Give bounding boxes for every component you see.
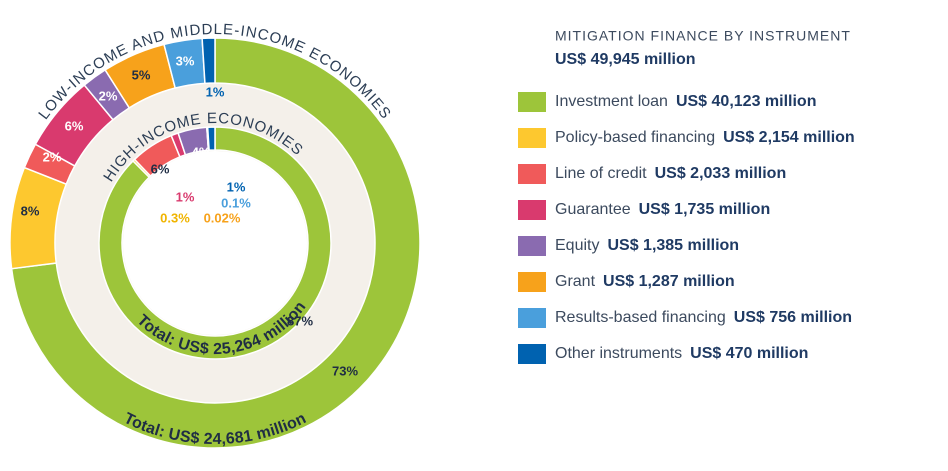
legend-name: Investment loan: [555, 93, 668, 110]
legend-entry: Grant US$ 1,287 million: [555, 273, 735, 290]
legend-value: US$ 1,735 million: [639, 201, 771, 218]
segment-label: 0.02%: [204, 210, 241, 225]
donut-segment: [98, 126, 332, 360]
legend-entry: Equity US$ 1,385 million: [555, 237, 739, 254]
segment-label: 0.3%: [160, 210, 190, 225]
legend-name: Results-based financing: [555, 309, 726, 326]
segment-label: 1%: [176, 189, 195, 204]
legend-entry: Guarantee US$ 1,735 million: [555, 201, 770, 218]
legend-swatch: [518, 164, 546, 184]
segment-label: 8%: [21, 203, 40, 218]
legend-swatch: [518, 236, 546, 256]
legend-value: US$ 40,123 million: [676, 93, 817, 110]
legend-swatch: [518, 344, 546, 364]
legend-value: US$ 1,287 million: [603, 273, 735, 290]
legend-swatch: [518, 272, 546, 292]
legend-swatch: [518, 308, 546, 328]
segment-label: 3%: [176, 53, 195, 68]
legend-swatch: [518, 92, 546, 112]
legend-value: US$ 2,154 million: [723, 129, 855, 146]
legend-name: Equity: [555, 237, 599, 254]
legend-entry: Results-based financing US$ 756 million: [555, 309, 852, 326]
segment-label: 0.1%: [221, 195, 251, 210]
donut-segment: [206, 126, 216, 151]
segment-label: 73%: [332, 363, 358, 378]
segment-label: 87%: [287, 313, 313, 328]
donut-segment: [10, 37, 421, 449]
segment-label: 6%: [151, 161, 170, 176]
legend-value: US$ 470 million: [690, 345, 808, 362]
donut-segment: [201, 37, 216, 85]
legend-name: Guarantee: [555, 201, 631, 218]
legend-value: US$ 1,385 million: [607, 237, 739, 254]
legend-name: Other instruments: [555, 345, 682, 362]
legend-name: Line of credit: [555, 165, 647, 182]
legend-subtitle: US$ 49,945 million: [555, 51, 696, 68]
legend-swatch: [518, 200, 546, 220]
segment-label: 1%: [206, 84, 225, 99]
legend-swatch: [518, 128, 546, 148]
legend-value: US$ 2,033 million: [655, 165, 787, 182]
segment-label: 2%: [43, 149, 62, 164]
legend-entry: Policy-based financing US$ 2,154 million: [555, 129, 855, 146]
legend-value: US$ 756 million: [734, 309, 852, 326]
segment-label: 6%: [65, 118, 84, 133]
legend-entry: Other instruments US$ 470 million: [555, 345, 808, 362]
segment-label: 5%: [132, 67, 151, 82]
segment-label: 1%: [227, 179, 246, 194]
legend-entry: Line of credit US$ 2,033 million: [555, 165, 786, 182]
legend-name: Policy-based financing: [555, 129, 715, 146]
segment-label: 2%: [99, 88, 118, 103]
legend-entry: Investment loan US$ 40,123 million: [555, 93, 816, 110]
legend-title: MITIGATION FINANCE BY INSTRUMENT: [555, 28, 851, 44]
segment-label: 4%: [192, 144, 211, 159]
donut-hole: [123, 151, 307, 335]
legend-name: Grant: [555, 273, 596, 290]
